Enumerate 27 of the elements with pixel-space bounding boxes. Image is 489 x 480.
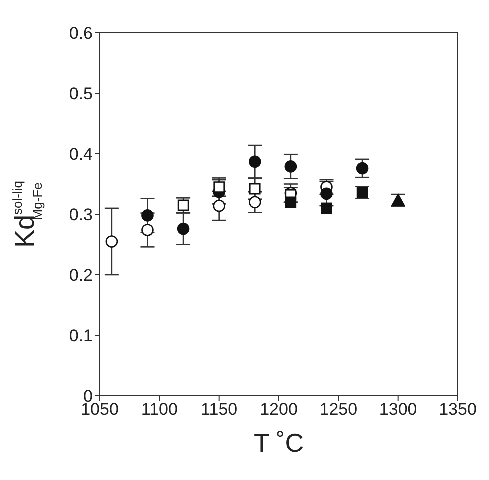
point (214, 182, 225, 193)
y-tick-label: 0.6 (69, 24, 93, 44)
y-tick-label: 0.3 (69, 206, 93, 225)
point (106, 236, 118, 248)
y-tick-label: 0.2 (69, 266, 93, 286)
point (284, 160, 298, 173)
x-tick-label: 1300 (379, 400, 418, 420)
y-tick-label: 0.5 (69, 84, 93, 104)
point (177, 222, 190, 236)
y-tick-label: 0.4 (69, 145, 93, 164)
point (142, 224, 154, 236)
point (248, 156, 262, 168)
y-tick-label: 0.1 (69, 326, 93, 346)
x-axis-title: T ˚C (254, 428, 304, 458)
point (356, 162, 369, 175)
x-tick-label: 1100 (141, 400, 178, 420)
point (249, 183, 261, 195)
point (321, 202, 332, 214)
x-tick-label: 1250 (320, 400, 358, 420)
point (213, 200, 226, 212)
x-tick-label: 1150 (201, 400, 238, 420)
point (320, 188, 333, 200)
point (142, 210, 154, 222)
x-tick-label: 1200 (260, 400, 298, 420)
x-tick-label: 1350 (439, 400, 477, 420)
point (248, 196, 262, 209)
point (285, 196, 297, 208)
